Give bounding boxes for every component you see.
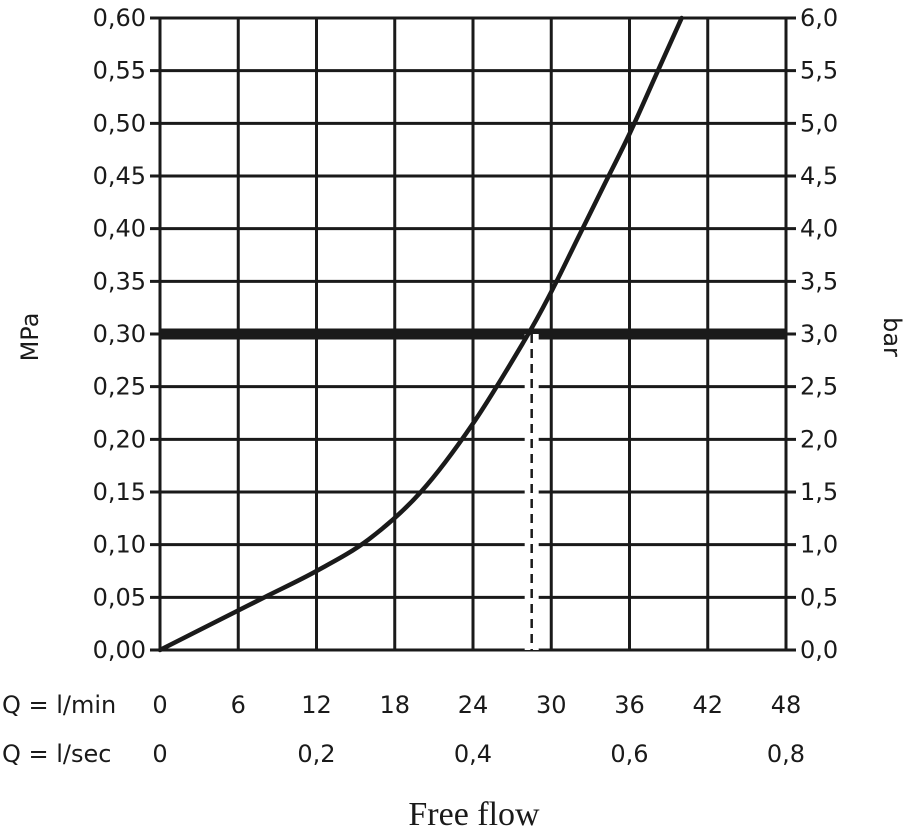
y-left-tick-label: 0,40 (93, 215, 146, 243)
y-left-tick-label: 0,55 (93, 57, 146, 85)
y-left-tick-label: 0,25 (93, 373, 146, 401)
x-secondary-tick-label: 0,8 (767, 740, 805, 768)
y-left-tick-label: 0,00 (93, 636, 146, 664)
x-tick-label: 42 (692, 691, 723, 719)
x-secondary-tick-label: 0,4 (454, 740, 492, 768)
y-right-tick-label: 3,0 (800, 320, 838, 348)
x-secondary-tick-label: 0,6 (610, 740, 648, 768)
y-left-tick-label: 0,05 (93, 583, 146, 611)
y-right-tick-label: 2,5 (800, 373, 838, 401)
y-axis-title-left: MPa (16, 313, 44, 362)
y-left-tick-label: 0,15 (93, 478, 146, 506)
y-right-tick-label: 6,0 (800, 4, 838, 32)
x-tick-label: 36 (614, 691, 645, 719)
x-tick-label: 24 (458, 691, 489, 719)
x-secondary-tick-label: 0,2 (297, 740, 335, 768)
y-left-tick-label: 0,30 (93, 320, 146, 348)
x-tick-label: 18 (379, 691, 410, 719)
y-left-tick-label: 0,50 (93, 109, 146, 137)
grid-lines (150, 16, 796, 652)
y-left-tick-label: 0,20 (93, 425, 146, 453)
y-left-tick-label: 0,10 (93, 531, 146, 559)
x-tick-label: 48 (771, 691, 802, 719)
data-lines (157, 15, 786, 653)
y-right-tick-label: 4,0 (800, 215, 838, 243)
y-right-tick-label: 0,0 (800, 636, 838, 664)
y-left-tick-label: 0,60 (93, 4, 146, 32)
tick-labels: 0 6 12 18 24 30 36 42 48 0 0,2 0,4 0,6 0,8 0,00 0,0 0,05… (93, 4, 839, 768)
y-left-tick-label: 0,45 (93, 162, 146, 190)
y-right-tick-label: 1,0 (800, 531, 838, 559)
y-axis-title-right: bar (878, 317, 904, 357)
x-axis-unit-label: Q = l/min (2, 691, 116, 719)
x-secondary-tick-label: 0 (152, 740, 167, 768)
y-right-tick-label: 5,5 (800, 57, 838, 85)
y-right-tick-label: 5,0 (800, 109, 838, 137)
x-tick-label: 6 (231, 691, 246, 719)
x-axis-secondary-unit-label: Q = l/sec (2, 740, 111, 768)
x-tick-label: 0 (152, 691, 167, 719)
y-right-tick-label: 4,5 (800, 162, 838, 190)
y-right-tick-label: 3,5 (800, 267, 838, 295)
y-right-tick-label: 0,5 (800, 583, 838, 611)
x-tick-label: 30 (536, 691, 567, 719)
x-axis-title: Free flow (408, 796, 540, 833)
y-left-tick-label: 0,35 (93, 267, 146, 295)
y-right-tick-label: 1,5 (800, 478, 838, 506)
y-right-tick-label: 2,0 (800, 425, 838, 453)
x-tick-label: 12 (301, 691, 332, 719)
series-line (157, 15, 684, 653)
